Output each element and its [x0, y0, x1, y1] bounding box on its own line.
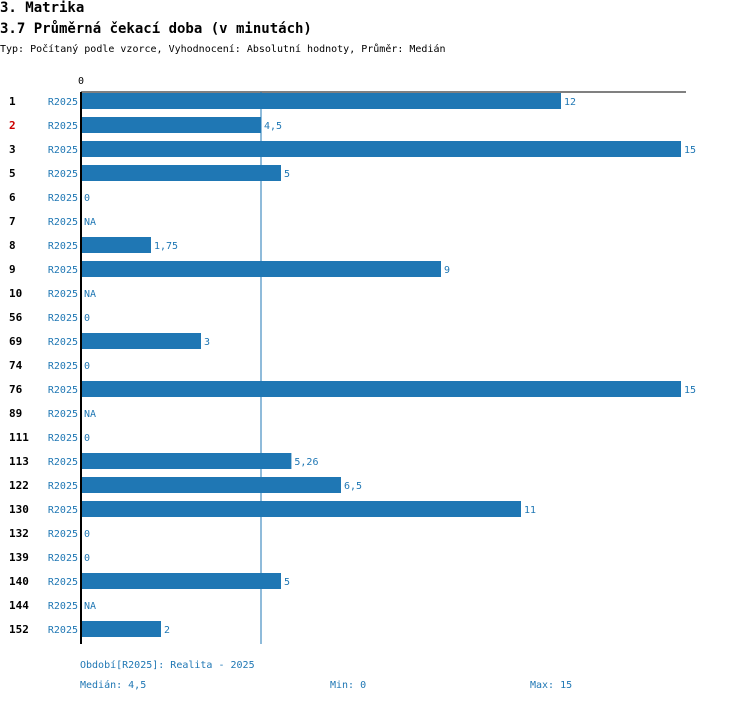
category-label: 76	[9, 383, 23, 396]
series-label: R2025	[48, 241, 78, 252]
category-label: 1	[9, 95, 16, 108]
series-label: R2025	[48, 481, 78, 492]
bar-value-label: 5,26	[294, 457, 318, 468]
series-label: R2025	[48, 265, 78, 276]
series-label: R2025	[48, 505, 78, 516]
bar-value-label: 9	[444, 265, 450, 276]
category-label: 111	[9, 431, 29, 444]
category-label: 2	[9, 119, 16, 132]
bar	[81, 141, 681, 157]
bar	[81, 573, 281, 589]
series-label: R2025	[48, 625, 78, 636]
series-label: R2025	[48, 145, 78, 156]
series-label: R2025	[48, 385, 78, 396]
category-label: 5	[9, 167, 16, 180]
category-label: 9	[9, 263, 16, 276]
series-label: R2025	[48, 337, 78, 348]
bar	[81, 93, 561, 109]
category-label: 130	[9, 503, 29, 516]
series-label: R2025	[48, 361, 78, 372]
series-label: R2025	[48, 553, 78, 564]
bar	[81, 333, 201, 349]
footer-period: Období[R2025]: Realita - 2025	[80, 660, 255, 671]
bar-value-label: 0	[84, 529, 90, 540]
category-label: 6	[9, 191, 16, 204]
bar	[81, 381, 681, 397]
footer-max: Max: 15	[530, 680, 573, 691]
bar-value-label: 0	[84, 361, 90, 372]
axis-origin-label: 0	[78, 76, 84, 87]
series-label: R2025	[48, 457, 78, 468]
bar-value-label: 12	[564, 97, 576, 108]
series-label: R2025	[48, 193, 78, 204]
bar	[81, 501, 521, 517]
series-label: R2025	[48, 121, 78, 132]
chart-meta: Typ: Počítaný podle vzorce, Vyhodnocení:…	[0, 44, 446, 55]
bar-value-label: 2	[164, 625, 170, 636]
category-label: 139	[9, 551, 29, 564]
series-label: R2025	[48, 529, 78, 540]
series-label: R2025	[48, 433, 78, 444]
bar-value-label: 0	[84, 313, 90, 324]
bar-value-label: NA	[84, 289, 96, 300]
bar-value-label: NA	[84, 601, 96, 612]
series-label: R2025	[48, 577, 78, 588]
series-label: R2025	[48, 169, 78, 180]
category-label: 152	[9, 623, 29, 636]
category-label: 113	[9, 455, 29, 468]
bar	[81, 261, 441, 277]
bar-value-label: 6,5	[344, 481, 362, 492]
bar	[81, 477, 341, 493]
category-label: 74	[9, 359, 23, 372]
bar-value-label: 1,75	[154, 241, 178, 252]
series-label: R2025	[48, 97, 78, 108]
bar-value-label: 0	[84, 433, 90, 444]
bar-value-label: NA	[84, 217, 96, 228]
series-label: R2025	[48, 409, 78, 420]
bar-value-label: 15	[684, 385, 696, 396]
bar-value-label: 3	[204, 337, 210, 348]
bar-value-label: 15	[684, 145, 696, 156]
category-label: 56	[9, 311, 23, 324]
bar-value-label: 11	[524, 505, 536, 516]
bar	[81, 621, 161, 637]
series-label: R2025	[48, 601, 78, 612]
category-label: 132	[9, 527, 29, 540]
category-label: 3	[9, 143, 16, 156]
series-label: R2025	[48, 217, 78, 228]
category-label: 140	[9, 575, 29, 588]
series-label: R2025	[48, 289, 78, 300]
bar-value-label: 0	[84, 193, 90, 204]
bar-value-label: 0	[84, 553, 90, 564]
bar-value-label: 5	[284, 169, 290, 180]
category-label: 7	[9, 215, 16, 228]
bar-value-label: NA	[84, 409, 96, 420]
bar	[81, 237, 151, 253]
bar-value-label: 4,5	[264, 121, 282, 132]
page-heading: 3. Matrika	[0, 0, 85, 16]
category-label: 144	[9, 599, 29, 612]
footer-min: Min: 0	[330, 680, 367, 691]
category-label: 8	[9, 239, 16, 252]
category-label: 10	[9, 287, 22, 300]
bar-value-label: 5	[284, 577, 290, 588]
bar	[81, 117, 261, 133]
footer-median: Medián: 4,5	[80, 680, 147, 691]
category-label: 89	[9, 407, 22, 420]
bar	[81, 165, 281, 181]
bar	[81, 453, 292, 469]
category-label: 69	[9, 335, 22, 348]
category-label: 122	[9, 479, 29, 492]
chart-title: 3.7 Průměrná čekací doba (v minutách)	[0, 21, 312, 37]
series-label: R2025	[48, 313, 78, 324]
